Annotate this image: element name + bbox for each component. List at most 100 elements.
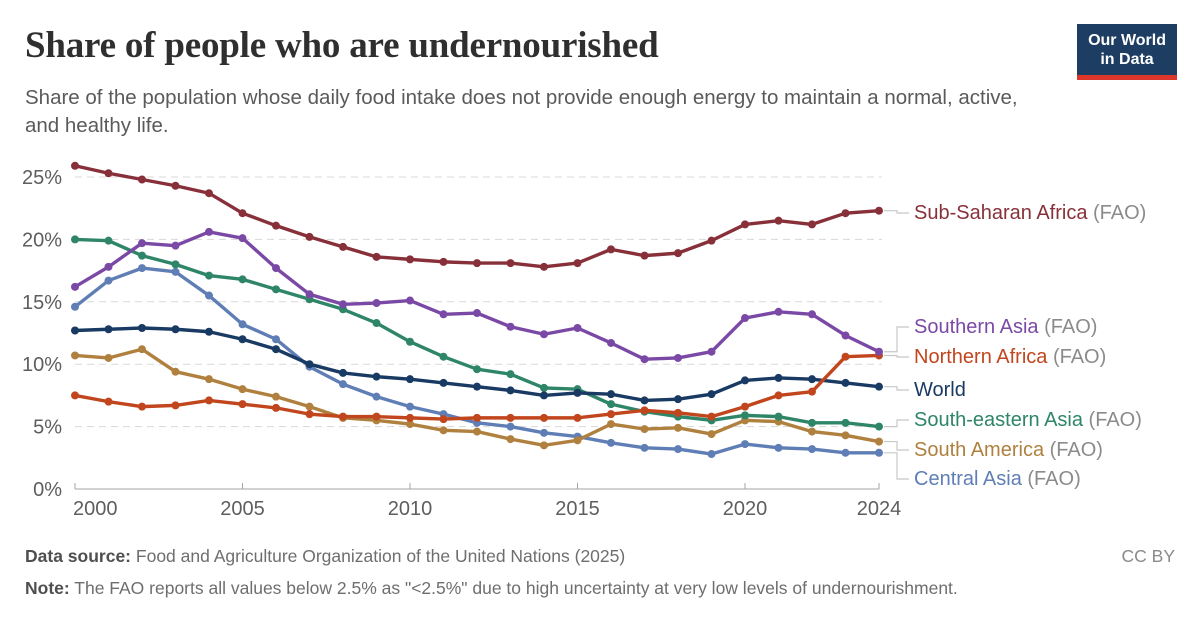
data-point-southern-asia-2005[interactable] [238, 234, 247, 243]
data-point-northern-africa-2010[interactable] [406, 413, 414, 422]
legend-label-northern-africa[interactable]: Northern Africa (FAO) [914, 344, 1106, 370]
data-point-south-eastern-asia-2012[interactable] [473, 365, 481, 374]
data-point-central-asia-2016[interactable] [607, 438, 615, 447]
data-point-south-eastern-asia-2014[interactable] [540, 383, 548, 392]
data-point-world-2010[interactable] [406, 375, 414, 384]
data-point-northern-africa-2003[interactable] [171, 401, 180, 410]
data-point-central-asia-2024[interactable] [875, 448, 883, 457]
data-point-northern-africa-2021[interactable] [774, 391, 783, 400]
data-point-south-eastern-asia-2000[interactable] [71, 235, 79, 244]
data-point-south-eastern-asia-2021[interactable] [774, 412, 783, 421]
data-point-northern-africa-2004[interactable] [205, 396, 213, 405]
data-point-world-2011[interactable] [439, 378, 448, 387]
data-point-central-asia-2022[interactable] [808, 445, 816, 454]
data-point-southern-asia-2000[interactable] [71, 282, 79, 291]
data-point-south-america-2003[interactable] [171, 367, 180, 376]
data-point-south-eastern-asia-2004[interactable] [205, 271, 213, 280]
data-point-world-2014[interactable] [540, 391, 548, 400]
legend-label-southern-asia[interactable]: Southern Asia (FAO) [914, 314, 1097, 340]
data-point-world-2017[interactable] [640, 396, 649, 405]
data-point-south-america-2024[interactable] [875, 437, 883, 446]
data-point-south-america-2023[interactable] [841, 431, 850, 440]
data-point-southern-asia-2017[interactable] [640, 355, 649, 364]
data-point-southern-asia-2024[interactable] [875, 347, 883, 356]
legend-label-world[interactable]: World [914, 377, 966, 403]
data-point-world-2020[interactable] [741, 376, 749, 385]
data-point-central-asia-2019[interactable] [707, 450, 716, 459]
data-point-southern-asia-2002[interactable] [138, 239, 146, 248]
data-point-southern-asia-2010[interactable] [406, 296, 414, 305]
data-point-southern-asia-2020[interactable] [741, 314, 749, 323]
data-point-south-eastern-asia-2006[interactable] [272, 285, 280, 294]
data-point-world-2005[interactable] [238, 335, 247, 344]
legend-label-sub-saharan-africa[interactable]: Sub-Saharan Africa (FAO) [914, 200, 1146, 226]
data-point-sub-saharan-africa-2018[interactable] [674, 249, 682, 258]
data-point-sub-saharan-africa-2006[interactable] [272, 221, 280, 230]
data-point-northern-africa-2018[interactable] [674, 408, 682, 417]
data-point-sub-saharan-africa-2024[interactable] [875, 206, 883, 215]
data-point-world-2009[interactable] [372, 372, 381, 381]
data-point-central-asia-2010[interactable] [406, 402, 414, 411]
data-point-central-asia-2014[interactable] [540, 428, 548, 437]
data-point-southern-asia-2007[interactable] [305, 290, 314, 299]
data-point-south-eastern-asia-2005[interactable] [238, 275, 247, 284]
data-point-southern-asia-2013[interactable] [506, 322, 515, 331]
data-point-sub-saharan-africa-2020[interactable] [741, 220, 749, 229]
data-point-sub-saharan-africa-2009[interactable] [372, 252, 381, 261]
data-point-south-america-2014[interactable] [540, 441, 548, 450]
data-point-south-america-2011[interactable] [439, 426, 448, 435]
data-point-northern-africa-2022[interactable] [808, 387, 816, 396]
data-point-south-america-2019[interactable] [707, 430, 716, 439]
data-point-central-asia-2009[interactable] [372, 392, 381, 401]
data-point-south-america-2007[interactable] [305, 402, 314, 411]
data-point-northern-africa-2009[interactable] [372, 412, 381, 421]
data-point-central-asia-2013[interactable] [506, 422, 515, 431]
data-point-south-eastern-asia-2003[interactable] [171, 260, 180, 269]
data-point-world-2019[interactable] [707, 390, 716, 399]
data-point-world-2002[interactable] [138, 324, 146, 333]
data-point-world-2022[interactable] [808, 375, 816, 384]
data-point-south-eastern-asia-2022[interactable] [808, 418, 816, 427]
data-point-south-america-2012[interactable] [473, 427, 481, 436]
data-point-sub-saharan-africa-2010[interactable] [406, 255, 414, 264]
data-point-sub-saharan-africa-2022[interactable] [808, 220, 816, 229]
data-point-south-eastern-asia-2023[interactable] [841, 418, 850, 427]
data-point-world-2016[interactable] [607, 390, 615, 399]
data-point-southern-asia-2015[interactable] [573, 324, 582, 333]
data-point-northern-africa-2006[interactable] [272, 403, 280, 412]
data-point-sub-saharan-africa-2002[interactable] [138, 175, 146, 184]
data-point-sub-saharan-africa-2016[interactable] [607, 245, 615, 254]
data-point-world-2013[interactable] [506, 386, 515, 395]
data-point-southern-asia-2022[interactable] [808, 310, 816, 319]
data-point-central-asia-2017[interactable] [640, 443, 649, 452]
legend-label-south-america[interactable]: South America (FAO) [914, 437, 1103, 463]
data-point-northern-africa-2019[interactable] [707, 412, 716, 421]
data-point-central-asia-2000[interactable] [71, 302, 79, 311]
data-point-sub-saharan-africa-2003[interactable] [171, 181, 180, 190]
data-point-world-2000[interactable] [71, 326, 79, 335]
data-point-south-america-2004[interactable] [205, 375, 213, 384]
data-point-south-america-2001[interactable] [104, 353, 113, 362]
data-point-world-2008[interactable] [339, 368, 347, 377]
data-point-central-asia-2001[interactable] [104, 276, 113, 285]
data-point-south-america-2016[interactable] [607, 420, 615, 429]
data-point-sub-saharan-africa-2023[interactable] [841, 209, 850, 218]
data-point-southern-asia-2021[interactable] [774, 307, 783, 316]
data-point-southern-asia-2018[interactable] [674, 353, 682, 362]
data-point-world-2015[interactable] [573, 388, 582, 397]
data-point-world-2021[interactable] [774, 373, 783, 382]
data-point-world-2004[interactable] [205, 327, 213, 336]
data-point-southern-asia-2009[interactable] [372, 299, 381, 308]
data-point-south-eastern-asia-2020[interactable] [741, 411, 749, 420]
data-point-southern-asia-2006[interactable] [272, 264, 280, 273]
data-point-northern-africa-2017[interactable] [640, 406, 649, 415]
data-point-world-2023[interactable] [841, 378, 850, 387]
data-point-world-2001[interactable] [104, 325, 113, 334]
data-point-south-america-2010[interactable] [406, 420, 414, 429]
data-point-world-2003[interactable] [171, 325, 180, 334]
data-point-southern-asia-2014[interactable] [540, 330, 548, 339]
data-point-south-america-2015[interactable] [573, 436, 582, 445]
data-point-northern-africa-2012[interactable] [473, 413, 481, 422]
data-point-northern-africa-2005[interactable] [238, 400, 247, 409]
data-point-south-eastern-asia-2009[interactable] [372, 319, 381, 328]
